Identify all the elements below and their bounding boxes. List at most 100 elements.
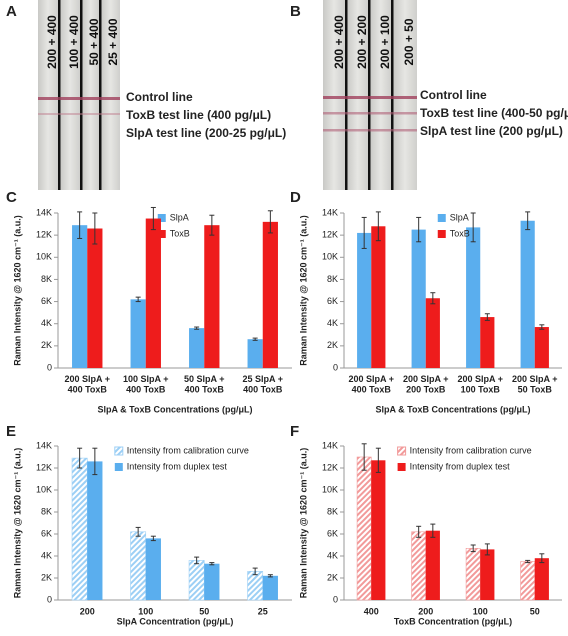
- y-tick-label: 14K: [322, 440, 338, 450]
- legend-swatch: [397, 446, 407, 456]
- legend-swatch: [157, 230, 166, 238]
- error-bar: [484, 313, 490, 321]
- panel-letter: E: [6, 423, 16, 440]
- error-bar: [92, 447, 98, 476]
- photo-a: [38, 0, 120, 190]
- bar: [480, 317, 495, 368]
- bar: [204, 225, 220, 368]
- strip: [101, 0, 120, 190]
- panel-letter: B: [290, 3, 301, 20]
- strip-label: 200 + 100: [378, 15, 392, 69]
- bar: [188, 560, 205, 601]
- strip: [323, 0, 345, 190]
- control-line: [323, 96, 417, 99]
- separator: [58, 0, 61, 190]
- y-tick-label: 2K: [41, 340, 52, 350]
- bar: [145, 538, 161, 600]
- bar: [425, 530, 440, 600]
- y-tick-label: 10K: [322, 484, 338, 494]
- legend-swatch: [114, 446, 124, 456]
- y-axis-title: Raman Intensity @ 1620 cm⁻¹ (a.u.): [12, 448, 22, 599]
- legend-label: ToxB: [450, 228, 470, 238]
- separator: [345, 0, 348, 190]
- error-bar: [525, 211, 531, 231]
- legend-label: Intensity from duplex test: [127, 461, 228, 471]
- error-bar: [252, 337, 258, 341]
- y-tick-label: 8K: [41, 506, 52, 516]
- bar: [411, 229, 426, 368]
- y-axis-title: Raman Intensity @ 1620 cm⁻¹ (a.u.): [12, 215, 22, 366]
- x-tick-label: 100: [473, 606, 488, 616]
- x-axis-title: SlpA & ToxB Concentrations (pg/μL): [98, 404, 253, 414]
- y-tick-label: 4K: [41, 550, 52, 560]
- x-tick-label: 200: [80, 606, 95, 616]
- strip: [38, 0, 58, 190]
- error-bar: [539, 553, 545, 564]
- x-tick-label: 100 SlpA +400 ToxB: [123, 374, 168, 394]
- x-tick-label: 200 SlpA +400 ToxB: [349, 374, 394, 394]
- error-bar: [484, 543, 490, 556]
- error-bar: [361, 216, 367, 249]
- panel-letter: F: [290, 423, 299, 440]
- strip: [393, 0, 417, 190]
- strip-label: 200 + 50: [402, 18, 416, 65]
- y-tick-label: 2K: [327, 572, 338, 582]
- error-bar: [77, 447, 83, 469]
- bar: [262, 575, 278, 600]
- legend-label: ToxB: [170, 228, 190, 238]
- error-bar: [416, 525, 422, 538]
- strip: [370, 0, 391, 190]
- y-axis-title: Raman Intensity @ 1620 cm⁻¹ (a.u.): [298, 215, 308, 366]
- bar: [204, 563, 220, 600]
- line-label: Control line: [126, 90, 193, 104]
- x-tick-label: 200 SlpA +200 ToxB: [403, 374, 448, 394]
- bar: [371, 460, 386, 600]
- error-bar: [416, 216, 422, 243]
- error-bar: [470, 544, 476, 553]
- line-label: Control line: [420, 88, 487, 102]
- legend-label: SlpA: [170, 212, 189, 222]
- strip-label: 25 + 400: [106, 18, 120, 65]
- strip: [347, 0, 368, 190]
- y-tick-label: 6K: [327, 296, 338, 306]
- bar: [534, 558, 549, 600]
- separator: [368, 0, 371, 190]
- bar: [425, 298, 440, 368]
- x-tick-label: 25 SlpA +400 ToxB: [243, 374, 283, 394]
- legend-label: Intensity from calibration curve: [127, 445, 249, 455]
- error-bar: [267, 210, 273, 234]
- y-tick-label: 0: [333, 362, 338, 372]
- error-bar: [267, 574, 273, 578]
- error-bar: [209, 562, 215, 566]
- line-label: ToxB test line (400-50 pg/μL): [420, 106, 568, 120]
- separator: [391, 0, 394, 190]
- y-tick-label: 0: [47, 594, 52, 604]
- y-tick-label: 4K: [41, 318, 52, 328]
- error-bar: [135, 526, 141, 537]
- x-axis-title: SlpA Concentration (pg/μL): [117, 616, 234, 626]
- error-bar: [194, 556, 200, 565]
- panel-letter: A: [6, 3, 17, 20]
- strip: [60, 0, 80, 190]
- x-tick-label: 400: [364, 606, 379, 616]
- error-bar: [539, 324, 545, 330]
- bar: [145, 218, 161, 368]
- strip-label: 200 + 400: [45, 15, 59, 69]
- y-tick-label: 0: [47, 362, 52, 372]
- bar: [71, 457, 88, 601]
- bar: [72, 225, 88, 368]
- separator: [99, 0, 102, 190]
- x-tick-label: 200 SlpA +400 ToxB: [65, 374, 110, 394]
- error-bar: [430, 523, 436, 538]
- line-label: ToxB test line (400 pg/μL): [126, 108, 271, 122]
- legend-swatch: [157, 214, 166, 222]
- y-tick-label: 12K: [36, 230, 52, 240]
- y-tick-label: 6K: [41, 296, 52, 306]
- legend-swatch: [437, 214, 446, 222]
- x-tick-label: 100: [138, 606, 153, 616]
- y-tick-label: 14K: [36, 207, 52, 217]
- legend-swatch: [397, 463, 406, 471]
- bar: [356, 456, 372, 601]
- y-tick-label: 6K: [327, 528, 338, 538]
- bar: [189, 328, 205, 368]
